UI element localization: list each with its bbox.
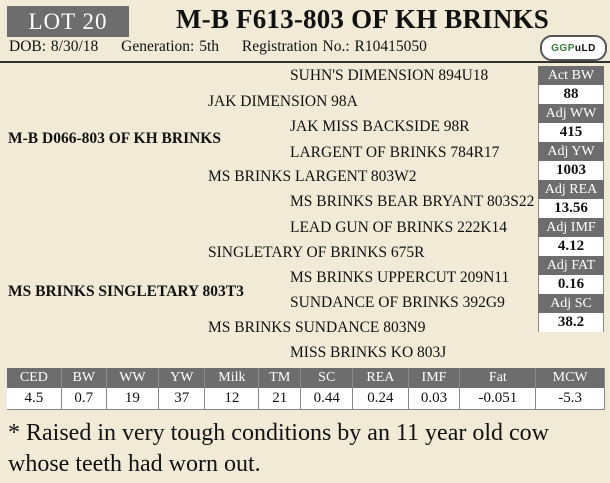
dam-dam-sire: SUNDANCE OF BRINKS 392G9 — [290, 294, 505, 311]
stat-value: 88 — [538, 85, 604, 104]
stat-adj-imf: Adj IMF 4.12 — [538, 218, 604, 256]
sire: M-B D066-803 OF KH BRINKS — [8, 130, 221, 147]
top-divider — [0, 61, 610, 63]
epd-value: 0.44 — [300, 388, 354, 410]
sire-dam: MS BRINKS LARGENT 803W2 — [208, 168, 417, 185]
stat-adj-fat: Adj FAT 0.16 — [538, 256, 604, 294]
stat-value: 0.16 — [538, 275, 604, 294]
logo-text-uld: uLD — [574, 42, 596, 54]
epd-header: YW — [158, 368, 206, 388]
epd-value: 4.5 — [7, 388, 62, 410]
stat-label: Act BW — [538, 66, 604, 85]
sire-sire-dam: JAK MISS BACKSIDE 98R — [290, 118, 470, 135]
epd-header: MCW — [535, 368, 605, 388]
epd-value: 19 — [106, 388, 160, 410]
stat-label: Adj IMF — [538, 218, 604, 237]
generation: Generation: 5th — [121, 38, 220, 55]
dam-dam: MS BRINKS SUNDANCE 803N9 — [208, 319, 426, 336]
stat-label: Adj FAT — [538, 256, 604, 275]
epd-header: Fat — [459, 368, 537, 388]
dam-dam-dam: MISS BRINKS KO 803J — [290, 344, 447, 361]
sire-sire-sire: SUHN'S DIMENSION 894U18 — [290, 67, 489, 84]
lot-badge: LOT 20 — [7, 6, 129, 37]
stat-label: Adj SC — [538, 294, 604, 313]
stat-act-bw: Act BW 88 — [538, 66, 604, 104]
epd-value: 0.03 — [408, 388, 461, 410]
stat-value: 4.12 — [538, 237, 604, 256]
epd-header: REA — [352, 368, 409, 388]
epd-header: SC — [300, 368, 354, 388]
epd-value: -5.3 — [535, 388, 605, 410]
epd-value: 12 — [204, 388, 260, 410]
epd-header: Milk — [204, 368, 260, 388]
epd-header: TM — [258, 368, 302, 388]
logo-text-ggp: GGP — [551, 42, 575, 54]
epd-value: 37 — [158, 388, 206, 410]
stat-label: Adj REA — [538, 180, 604, 199]
epd-header: CED — [7, 368, 62, 388]
dam-sire-sire: LEAD GUN OF BRINKS 222K14 — [290, 219, 508, 236]
epd-header: WW — [106, 368, 160, 388]
sire-dam-dam: MS BRINKS BEAR BRYANT 803S22 — [290, 193, 535, 210]
info-line: DOB: 8/30/18 Generation: 5th Registratio… — [9, 38, 427, 56]
epd-header: BW — [61, 368, 107, 388]
dam-sire: SINGLETARY OF BRINKS 675R — [208, 244, 425, 261]
epd-header: IMF — [408, 368, 461, 388]
stat-adj-rea: Adj REA 13.56 — [538, 180, 604, 218]
animal-name-title: M-B F613-803 OF KH BRINKS — [176, 4, 549, 34]
stat-label: Adj WW — [538, 104, 604, 123]
registration-number: Registration No.: R10415050 — [241, 38, 427, 55]
epd-header-row: CED BW WW YW Milk TM SC REA IMF Fat MCW — [7, 368, 605, 388]
epd-value: 0.7 — [61, 388, 107, 410]
epd-value-row: 4.5 0.7 19 37 12 21 0.44 0.24 0.03 -0.05… — [7, 388, 605, 410]
dam-sire-dam: MS BRINKS UPPERCUT 209N11 — [290, 269, 510, 286]
stat-label: Adj YW — [538, 142, 604, 161]
stat-adj-yw: Adj YW 1003 — [538, 142, 604, 180]
ggp-uld-logo: GGP uLD — [540, 35, 607, 61]
stat-adj-ww: Adj WW 415 — [538, 104, 604, 142]
stat-value: 13.56 — [538, 199, 604, 218]
stat-value: 1003 — [538, 161, 604, 180]
sire-dam-sire: LARGENT OF BRINKS 784R17 — [290, 144, 500, 161]
footnote: * Raised in very tough conditions by an … — [8, 420, 550, 477]
stat-value: 38.2 — [538, 313, 604, 332]
sire-sire: JAK DIMENSION 98A — [208, 93, 358, 110]
dob: DOB: 8/30/18 — [9, 38, 99, 55]
epd-value: 0.24 — [352, 388, 409, 410]
stat-adj-sc: Adj SC 38.2 — [538, 294, 604, 332]
performance-stats-column: Act BW 88 Adj WW 415 Adj YW 1003 Adj REA… — [538, 66, 604, 332]
epd-value: 21 — [258, 388, 302, 410]
stat-value: 415 — [538, 123, 604, 142]
dam: MS BRINKS SINGLETARY 803T3 — [8, 283, 244, 300]
epd-value: -0.051 — [459, 388, 537, 410]
epd-table: CED BW WW YW Milk TM SC REA IMF Fat MCW … — [7, 368, 605, 410]
